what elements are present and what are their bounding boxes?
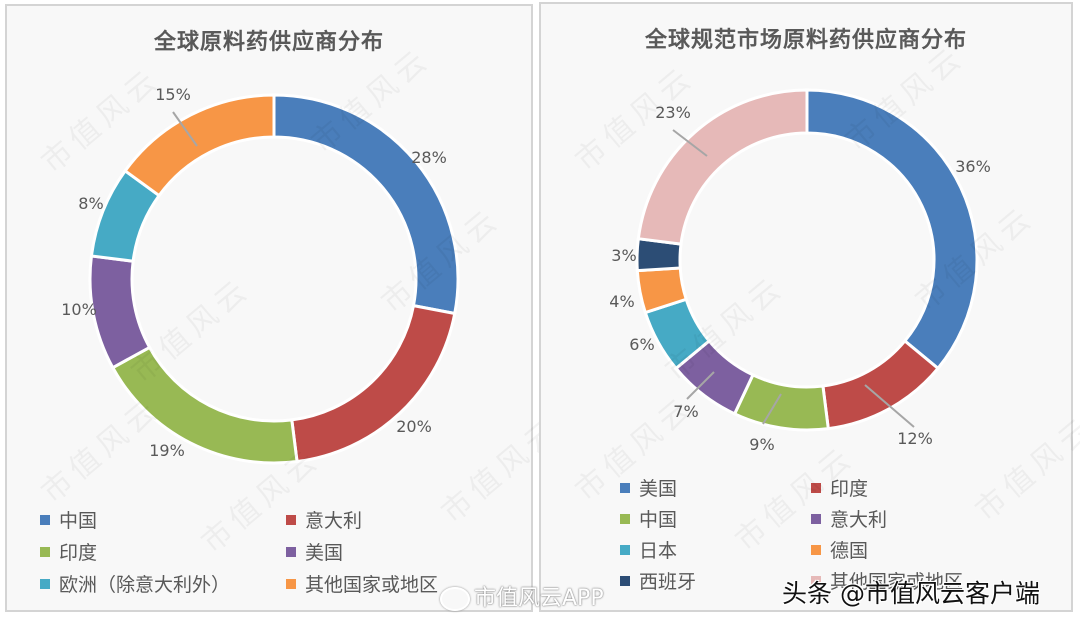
data-label: 36% <box>955 157 991 176</box>
legend-label: 中国 <box>59 510 98 532</box>
legend-swatch-icon <box>620 575 630 586</box>
legend-item: 意大利 <box>286 506 362 533</box>
leader-line <box>762 393 782 425</box>
legend-item: 西班牙 <box>620 567 696 594</box>
legend-label: 欧洲（除意大利外） <box>59 574 231 596</box>
data-label: 15% <box>155 85 191 104</box>
data-label: 9% <box>749 435 774 454</box>
legend-item: 中国 <box>40 506 97 533</box>
legend-item: 其他国家或地区 <box>286 570 438 597</box>
weibo-watermark-text: 市值风云APP <box>474 586 604 611</box>
legend-label: 美国 <box>639 478 678 500</box>
legend-label: 印度 <box>830 478 869 500</box>
data-label: 3% <box>611 246 636 265</box>
leader-line <box>864 384 915 428</box>
legend-swatch-icon <box>286 514 296 525</box>
legend-item: 日本 <box>620 536 677 563</box>
legend-label: 德国 <box>830 540 869 562</box>
legend-swatch-icon <box>811 482 821 493</box>
weibo-watermark: 市值风云APP <box>440 580 604 612</box>
data-label: 28% <box>411 148 447 167</box>
data-label: 10% <box>61 300 97 319</box>
legend-label: 美国 <box>305 542 344 564</box>
legend-item: 美国 <box>620 474 677 501</box>
toutiao-watermark: 头条 @市值风云客户端 <box>782 579 1040 608</box>
leader-line <box>672 129 708 157</box>
legend-swatch-icon <box>620 513 630 524</box>
data-label: 20% <box>396 417 432 436</box>
legend-item: 欧洲（除意大利外） <box>40 570 230 597</box>
legend-item: 美国 <box>286 538 343 565</box>
data-label: 6% <box>629 335 654 354</box>
legend-item: 德国 <box>811 536 868 563</box>
legend-label: 中国 <box>639 509 678 531</box>
donut-segment <box>805 88 979 371</box>
legend-label: 日本 <box>639 540 678 562</box>
donut-segment <box>123 93 276 198</box>
donut-chart-right: 36% 12% 9% 7% 6% 4% 3% 23% <box>609 88 991 454</box>
legend-item: 中国 <box>620 505 677 532</box>
legend-swatch-icon <box>811 575 821 586</box>
donut-chart-left: 28% 20% 19% 10% 8% 15% <box>61 85 460 465</box>
legend-item: 印度 <box>811 474 868 501</box>
legend-label: 其他国家或地区 <box>305 574 439 596</box>
leader-line <box>172 111 198 147</box>
legend-swatch-icon <box>40 546 50 557</box>
data-label: 12% <box>897 429 933 448</box>
legend-item: 意大利 <box>811 505 887 532</box>
legend-item: 其他国家或地区 <box>811 567 963 594</box>
legend-item: 印度 <box>40 538 97 565</box>
legend-right: 美国 印度中国 意大利日本 德国西班牙 其他国家或地区 <box>541 4 1075 614</box>
legend-label: 意大利 <box>305 510 363 532</box>
chart-panel-left: 全球原料药供应商分布 28% 20% 19% 10% 8% 15% 中国 意大利印度 美国欧洲… <box>5 4 568 614</box>
weibo-logo-icon <box>440 587 470 611</box>
data-label: 23% <box>655 103 691 122</box>
legend-swatch-icon <box>40 514 50 525</box>
chart-title-left: 全球原料药供应商分布 <box>153 29 384 55</box>
legend-swatch-icon <box>40 578 50 589</box>
legend-swatch-icon <box>620 482 630 493</box>
data-label: 8% <box>78 194 103 213</box>
legend-label: 西班牙 <box>639 571 697 593</box>
legend-left: 中国 意大利印度 美国欧洲（除意大利外） 其他国家或地区 <box>7 6 535 614</box>
legend-swatch-icon <box>620 544 630 555</box>
legend-swatch-icon <box>811 544 821 555</box>
leader-line <box>686 371 715 400</box>
donut-segment <box>636 88 809 246</box>
data-label: 7% <box>673 402 698 421</box>
legend-swatch-icon <box>286 546 296 557</box>
chart-title-right: 全球规范市场原料药供应商分布 <box>644 27 967 53</box>
data-label: 19% <box>149 441 185 460</box>
legend-swatch-icon <box>811 513 821 524</box>
legend-label: 印度 <box>59 542 98 564</box>
chart-panel-right: 全球规范市场原料药供应商分布 36% 12% 9% 7% 6% 4% 3% 23% 美国 印度中… <box>539 2 1080 614</box>
legend-label: 意大利 <box>830 509 888 531</box>
legend-swatch-icon <box>286 578 296 589</box>
legend-label: 其他国家或地区 <box>830 571 964 593</box>
data-label: 4% <box>609 292 634 311</box>
